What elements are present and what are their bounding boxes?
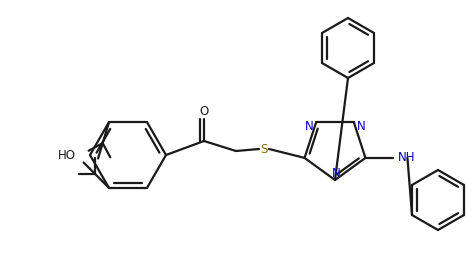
Text: N: N (305, 120, 314, 133)
Text: O: O (200, 104, 209, 118)
Text: NH: NH (397, 151, 415, 164)
Text: HO: HO (58, 148, 76, 162)
Text: N: N (357, 120, 365, 133)
Text: N: N (332, 167, 341, 179)
Text: S: S (260, 143, 268, 155)
